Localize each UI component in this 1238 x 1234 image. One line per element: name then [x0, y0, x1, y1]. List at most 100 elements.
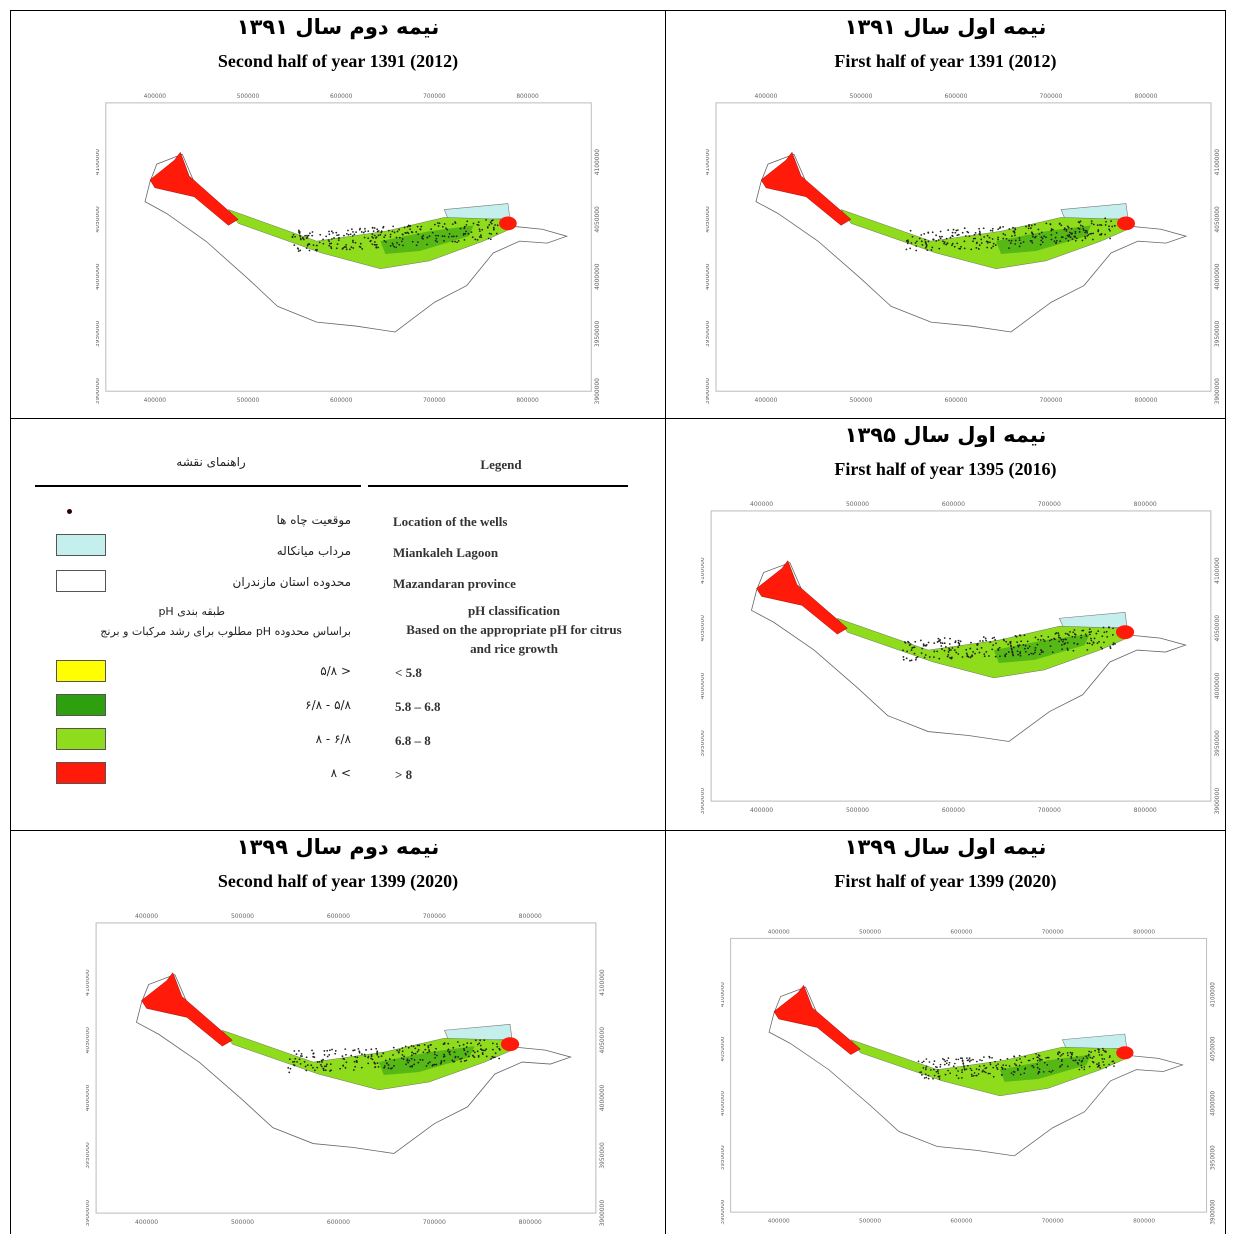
well: [375, 246, 378, 249]
panel-title-en: First half of year 1399 (2020): [834, 871, 1057, 891]
well: [991, 238, 994, 240]
border: [10, 10, 1226, 11]
well: [451, 223, 454, 226]
well: [948, 1061, 951, 1064]
well: [1025, 225, 1027, 228]
well: [1096, 1063, 1098, 1065]
well: [304, 1065, 307, 1068]
well: [422, 234, 425, 237]
well: [1040, 649, 1043, 652]
well: [976, 648, 979, 651]
well: [1105, 1066, 1108, 1069]
well: [401, 1050, 404, 1053]
well: [404, 1045, 407, 1048]
well: [979, 231, 981, 234]
well: [481, 1052, 484, 1054]
well: [1020, 640, 1023, 643]
well: [988, 655, 990, 657]
well: [377, 1065, 380, 1068]
well: [1061, 236, 1064, 238]
well: [1104, 1050, 1107, 1053]
well: [392, 1046, 395, 1049]
well: [427, 1045, 430, 1047]
well: [392, 1054, 394, 1056]
axis-label: 700000: [1038, 501, 1061, 508]
well: [337, 237, 340, 239]
well: [906, 242, 909, 245]
well: [1014, 243, 1017, 245]
well: [1019, 1073, 1022, 1076]
axis-label: 800000: [519, 913, 542, 920]
map-frame: [710, 510, 1212, 802]
well: [1100, 646, 1102, 649]
well: [1048, 639, 1051, 642]
well: [1008, 239, 1011, 242]
well: [357, 1047, 360, 1050]
well: [984, 1067, 987, 1070]
well: [983, 236, 986, 238]
well: [393, 245, 396, 248]
well: [459, 227, 462, 230]
well: [925, 644, 928, 646]
well: [1088, 631, 1091, 634]
well: [1099, 1067, 1101, 1069]
well: [1067, 235, 1070, 238]
well: [352, 1069, 355, 1071]
axis-label: 400000: [755, 93, 778, 100]
well: [383, 240, 386, 242]
well: [1101, 1058, 1104, 1060]
well: [961, 231, 964, 234]
well: [1081, 629, 1084, 632]
well: [941, 1058, 944, 1060]
well: [946, 1059, 948, 1062]
well: [391, 230, 394, 233]
axis-label: 600000: [950, 930, 972, 936]
well: [937, 1072, 940, 1075]
well: [392, 244, 394, 246]
well: [1085, 635, 1088, 638]
well: [325, 235, 328, 238]
well: [371, 243, 374, 246]
well: [968, 1060, 971, 1063]
well: [407, 232, 410, 235]
axis-label: 700000: [423, 398, 446, 404]
well: [1082, 1057, 1085, 1060]
well: [315, 249, 318, 251]
well: [1001, 1073, 1003, 1076]
well: [1052, 228, 1054, 231]
well: [316, 1061, 319, 1063]
well: [953, 649, 956, 652]
well: [411, 1051, 413, 1054]
well: [927, 641, 930, 644]
well: [1084, 237, 1087, 240]
well: [933, 1060, 936, 1062]
well: [1051, 651, 1054, 654]
well: [410, 1044, 413, 1047]
well: [322, 242, 325, 245]
well: [947, 1057, 950, 1059]
well: [921, 1061, 924, 1064]
well: [410, 1054, 413, 1057]
well: [291, 235, 294, 238]
well: [427, 1046, 430, 1049]
well: [957, 1077, 960, 1080]
well: [464, 1052, 467, 1055]
well: [997, 236, 999, 239]
well: [1054, 632, 1057, 635]
well: [1093, 637, 1096, 640]
well: [1061, 1063, 1063, 1066]
well: [1048, 1070, 1051, 1073]
well: [1101, 1047, 1104, 1050]
well: [1016, 1067, 1019, 1070]
well: [395, 246, 397, 249]
well: [942, 240, 944, 243]
well: [935, 234, 937, 237]
well: [1092, 1055, 1095, 1058]
well: [1030, 240, 1033, 242]
well: [479, 1039, 482, 1042]
well: [321, 1061, 323, 1063]
well: [1104, 233, 1106, 236]
well: [335, 247, 338, 250]
well: [1088, 628, 1091, 630]
well: [971, 1075, 973, 1077]
